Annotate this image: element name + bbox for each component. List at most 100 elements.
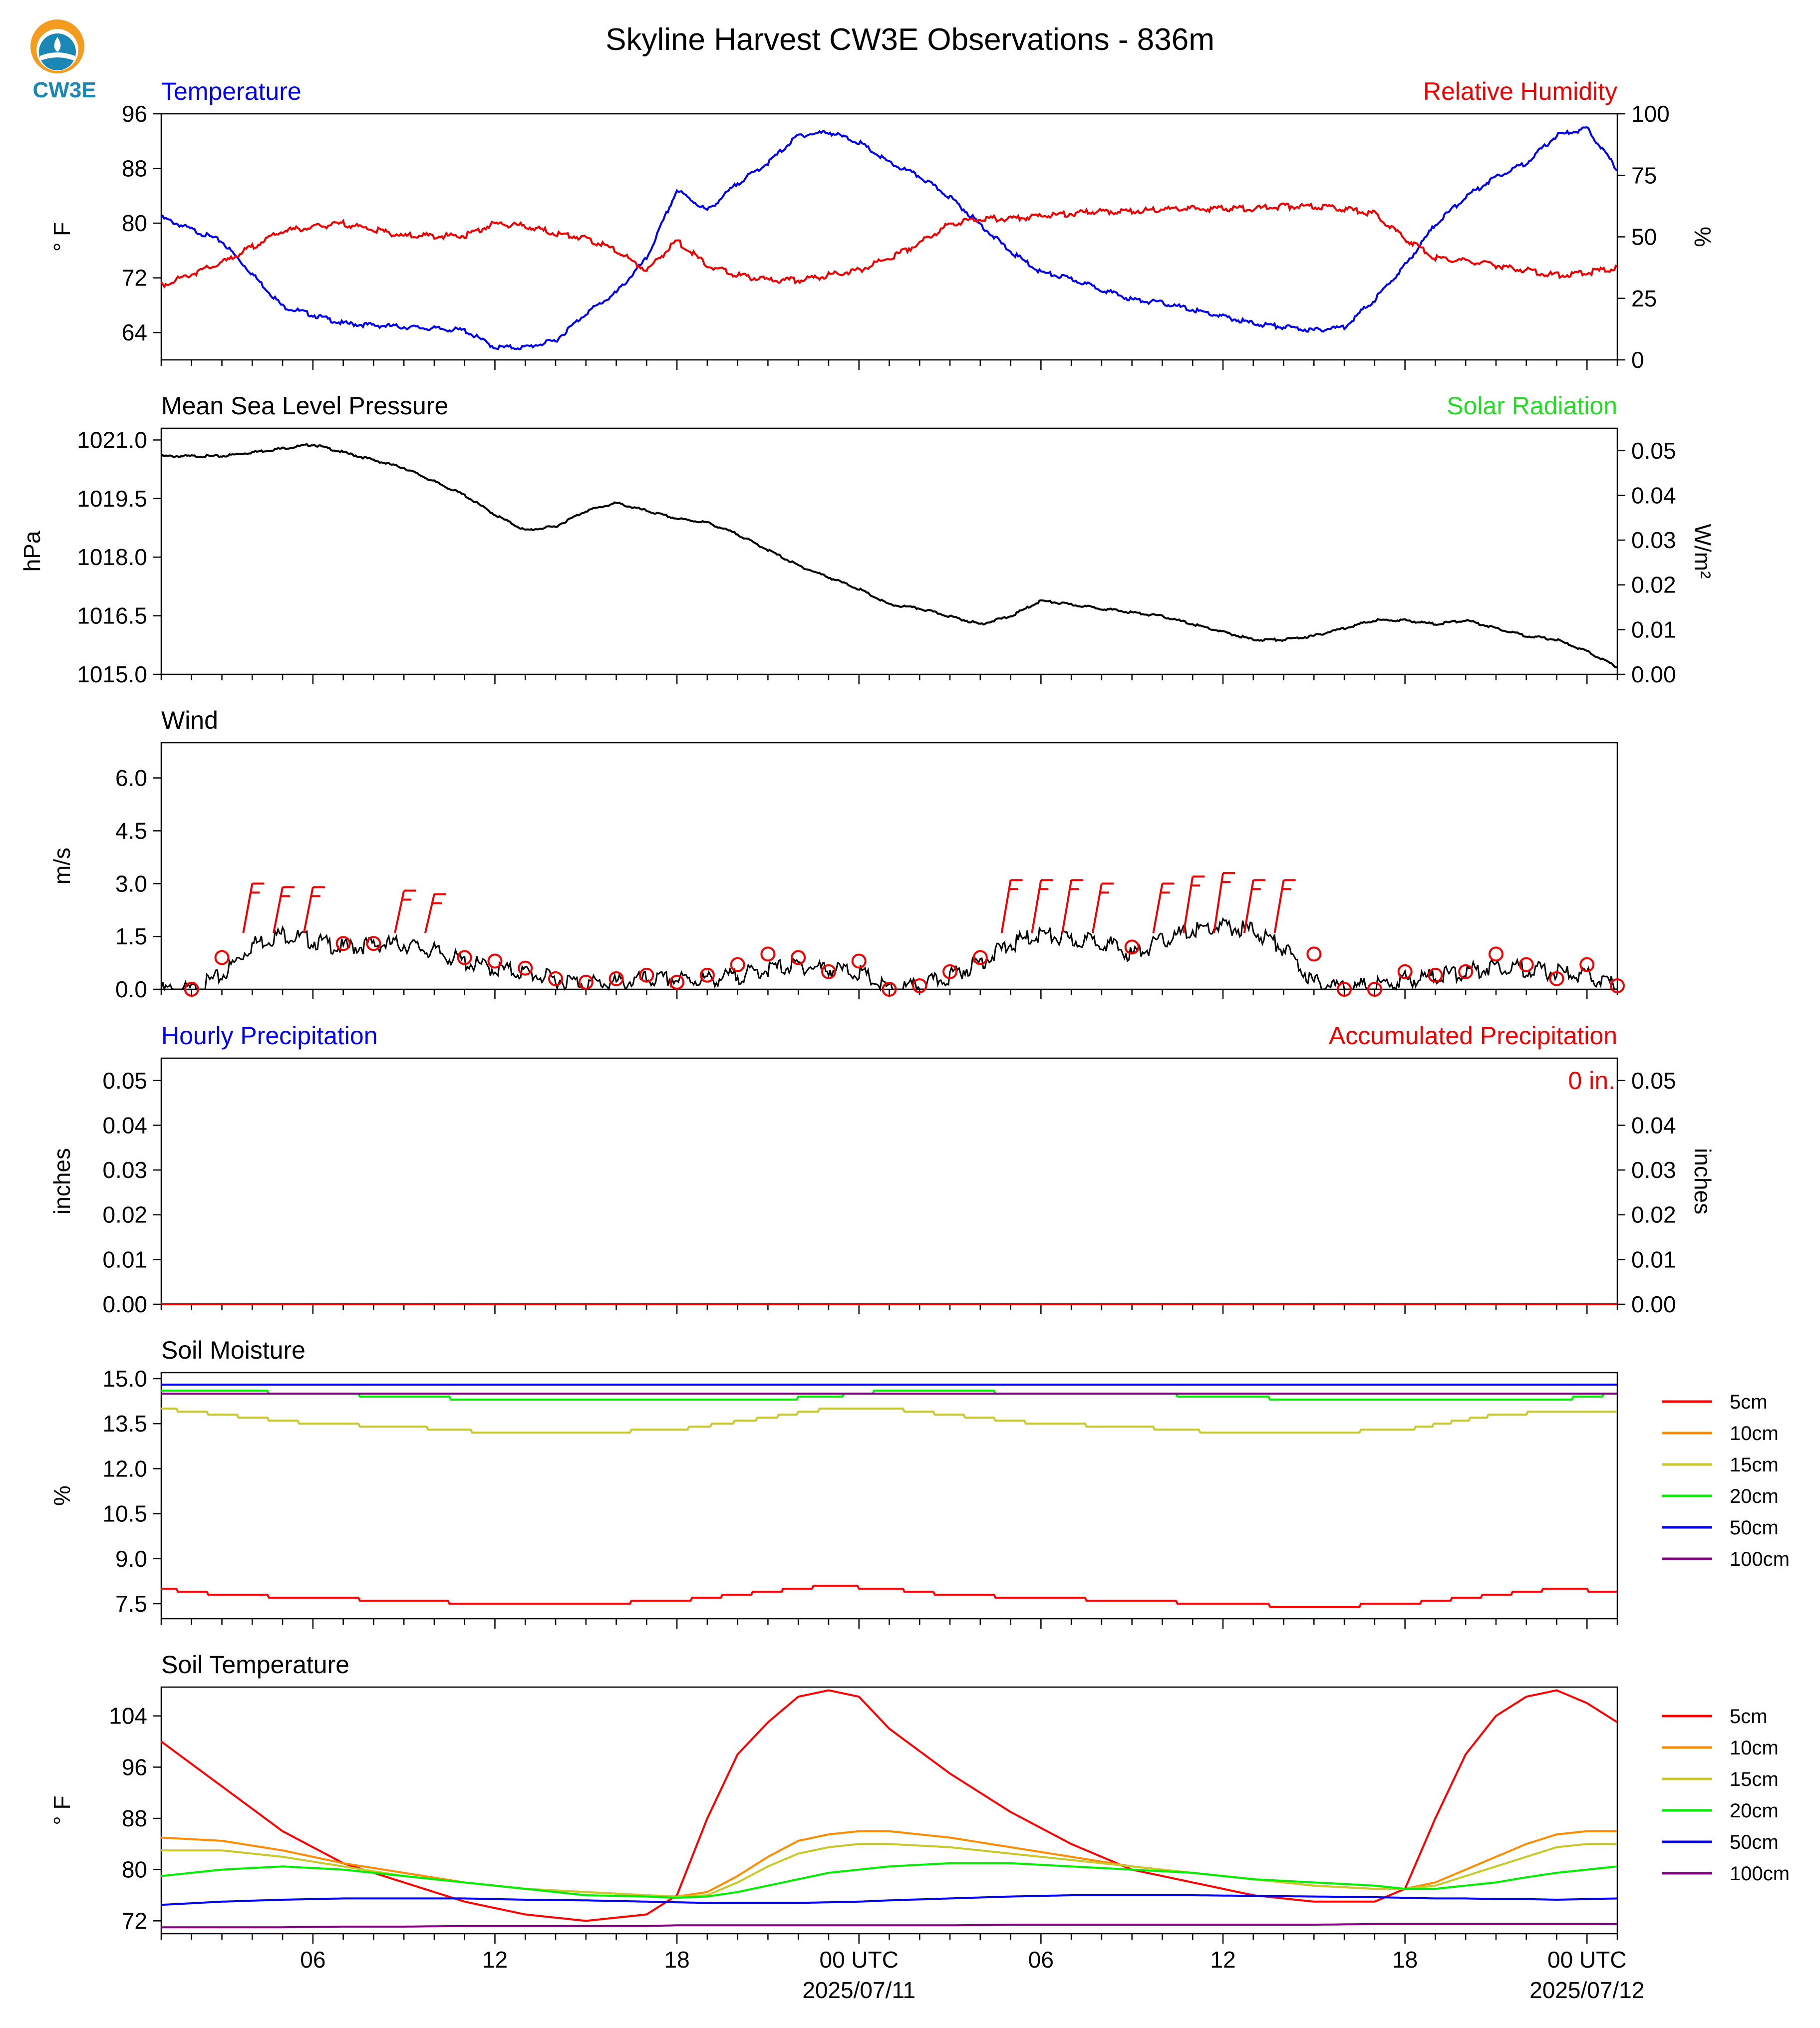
y-tick-label: 1016.5 (77, 603, 147, 629)
wind-calm-marker (457, 950, 472, 965)
y-tick-label: 72 (122, 265, 147, 291)
x-axis-labels: 06 12 18 00 UTC 06 12 18 00 UTC 2025/07/… (300, 1947, 1644, 2003)
panel-soil_moisture: Soil Moisture 7.5 9.0 10.5 12.0 13.5 15.0% 5cm 1… (49, 1336, 1790, 1629)
y-tick-label: 1019.5 (77, 486, 147, 512)
wind-calm-marker (1367, 982, 1382, 997)
x-tick-label: 12 (482, 1947, 508, 1973)
y-tick-label-right: 0.04 (1631, 1112, 1676, 1138)
legend-label: 15cm (1730, 1454, 1779, 1476)
legend-label: 10cm (1730, 1737, 1779, 1759)
wind-barb-staff (303, 886, 314, 933)
y-tick-label-right: 0.03 (1631, 1157, 1676, 1183)
y-axis-label-right: inches (1690, 1148, 1716, 1214)
y-tick-label-right: 100 (1631, 101, 1670, 127)
legend-label: 50cm (1730, 1517, 1779, 1539)
y-tick-label: 4.5 (115, 818, 147, 844)
y-axis-label: % (49, 1485, 75, 1506)
panel-title-left: Temperature (161, 77, 302, 105)
y-tick-label-right: 0.01 (1631, 1246, 1676, 1272)
y-axis-label: ° F (49, 222, 75, 252)
wind-calm-marker (548, 971, 564, 986)
y-tick-label: 0.02 (102, 1202, 147, 1228)
wind-calm-marker (487, 953, 503, 969)
wind-calm-marker (1488, 946, 1504, 962)
panel-title-left: Soil Moisture (161, 1336, 305, 1364)
wind-calm-marker (699, 967, 715, 983)
wind-calm-marker (1610, 978, 1625, 993)
y-tick-label-right: 0.02 (1631, 572, 1676, 598)
wind-calm-marker (366, 936, 381, 951)
wind-barb-staff (394, 890, 405, 933)
wind-calm-marker (1518, 957, 1534, 972)
x-tick-label: 06 (1028, 1947, 1054, 1973)
panel-title-left: Soil Temperature (161, 1651, 349, 1679)
precip-total-annotation: 0 in. (1568, 1067, 1615, 1095)
legend-label: 50cm (1730, 1831, 1779, 1853)
wind-calm-marker (760, 946, 776, 962)
panel-title-left: Mean Sea Level Pressure (161, 392, 448, 420)
y-tick-label: 13.5 (102, 1411, 147, 1437)
y-axis-label-right: W/m² (1690, 524, 1716, 579)
logo-drop-icon (54, 37, 61, 52)
series-line-5cm (160, 1689, 1618, 1922)
series-line-relative-humidity (160, 202, 1618, 289)
x-tick-label: 00 UTC (1547, 1947, 1626, 1973)
y-tick-label-right: 75 (1631, 162, 1657, 188)
legend-label: 100cm (1730, 1548, 1790, 1570)
legend-label: 100cm (1730, 1863, 1790, 1885)
y-tick-label: 9.0 (115, 1546, 147, 1572)
wind-calm-marker (669, 974, 685, 990)
y-tick-label-right: 0.05 (1631, 1068, 1676, 1094)
x-date-label: 2025/07/12 (1529, 1977, 1644, 2003)
panel-pressure: Mean Sea Level Pressure Solar Radiation 10… (19, 392, 1716, 687)
y-tick-label: 10.5 (102, 1501, 147, 1527)
wind-calm-marker (578, 974, 594, 990)
y-tick-label: 1015.0 (77, 661, 147, 687)
series-line-20cm (161, 1390, 1617, 1401)
x-tick-label: 18 (1392, 1947, 1418, 1973)
series-line-20cm (161, 1862, 1618, 1899)
y-tick-label: 0.04 (102, 1112, 147, 1138)
wind-calm-marker (1549, 971, 1564, 986)
panel-title-left: Wind (161, 706, 218, 734)
legend-label: 5cm (1730, 1706, 1768, 1728)
panel-temp_rh: Temperature Relative Humidity 64 72 80 88 96 ° … (49, 77, 1716, 373)
y-tick-label: 0.05 (102, 1068, 147, 1094)
wind-calm-marker (335, 936, 351, 951)
y-tick-label: 96 (122, 101, 147, 127)
y-tick-label: 0.03 (102, 1157, 147, 1183)
series-line-100cm (161, 1923, 1617, 1929)
x-tick-label: 06 (300, 1947, 325, 1973)
cw3e-logo: CW3E (30, 19, 96, 102)
y-tick-label-right: 0.02 (1631, 1202, 1676, 1228)
wind-calm-marker (1579, 957, 1595, 972)
wind-calm-marker (214, 950, 230, 965)
panel-title-right: Solar Radiation (1447, 392, 1617, 420)
wind-calm-marker (882, 982, 897, 997)
y-tick-label: 6.0 (115, 765, 147, 791)
legend-label: 5cm (1730, 1391, 1768, 1413)
panel-title-left: Hourly Precipitation (161, 1022, 378, 1050)
y-tick-label: 0.01 (102, 1246, 147, 1272)
y-tick-label: 3.0 (115, 870, 147, 896)
y-tick-label: 7.5 (115, 1591, 147, 1617)
series-line-5cm (161, 1584, 1617, 1608)
wind-calm-marker (1124, 939, 1140, 955)
legend-label: 15cm (1730, 1768, 1779, 1790)
y-tick-label: 64 (122, 319, 147, 345)
y-axis-label: ° F (49, 1795, 75, 1825)
legend-label: 20cm (1730, 1485, 1779, 1507)
series-line-mean-sea-level-pressure (160, 443, 1618, 669)
y-tick-label-right: 0 (1631, 347, 1644, 373)
x-tick-label: 00 UTC (819, 1947, 898, 1973)
wind-calm-marker (639, 967, 654, 983)
y-tick-label: 80 (122, 1857, 147, 1883)
legend-label: 20cm (1730, 1800, 1779, 1822)
y-tick-label: 72 (122, 1908, 147, 1934)
y-tick-label: 0.00 (102, 1291, 147, 1317)
panels: Temperature Relative Humidity 64 72 80 88 96 ° … (19, 77, 1790, 1944)
wind-barb-staff (424, 894, 435, 933)
panel-soil_temp: Soil Temperature 72 80 88 96 104 ° F 5cm 10cm 15c… (49, 1651, 1790, 1944)
y-axis-label-right: % (1690, 227, 1716, 247)
